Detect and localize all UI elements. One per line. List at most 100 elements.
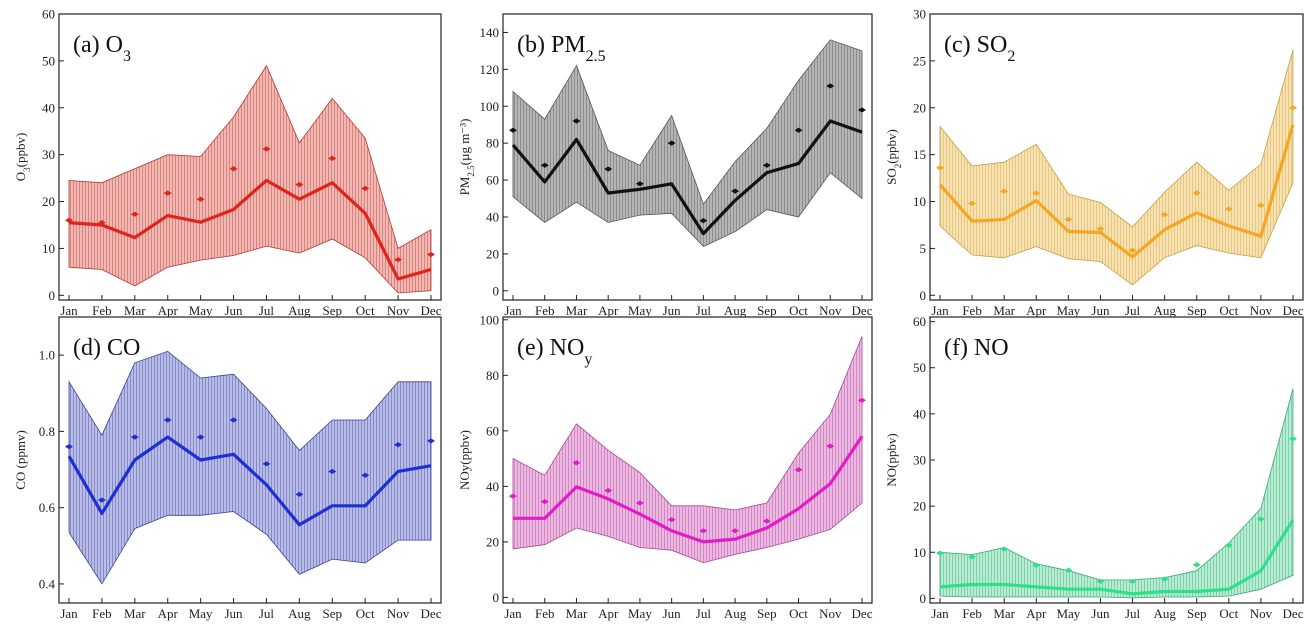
- data-point-marker: [394, 442, 403, 448]
- x-tick-label: May: [628, 303, 652, 318]
- data-point-marker: [762, 518, 771, 524]
- x-tick-label: Dec: [1283, 606, 1304, 621]
- x-tick-label: Apr: [598, 606, 619, 621]
- x-tick-label: Nov: [1250, 303, 1273, 318]
- x-tick-label: Jun: [1091, 303, 1110, 318]
- data-point-marker: [196, 196, 205, 202]
- x-tick-label: Nov: [819, 606, 842, 621]
- x-tick-label: Mar: [566, 606, 588, 621]
- y-axis-label: NO(ppbv): [884, 433, 899, 486]
- data-point-marker: [295, 491, 304, 497]
- data-point-marker: [1128, 247, 1137, 253]
- y-axis-label: NOy(ppbv): [457, 430, 472, 490]
- x-tick-label: Jul: [696, 606, 712, 621]
- x-tick-label: Dec: [852, 606, 873, 621]
- data-point-marker: [1224, 542, 1233, 548]
- data-point-marker: [163, 417, 172, 423]
- x-tick-label: Sep: [757, 606, 777, 621]
- y-tick-label: 40: [42, 100, 55, 115]
- y-tick-label: 30: [42, 147, 55, 162]
- data-point-marker: [794, 467, 803, 473]
- x-tick-label: Sep: [1187, 606, 1207, 621]
- data-point-marker: [604, 487, 613, 494]
- x-tick-label: Jan: [931, 303, 949, 318]
- data-point-marker: [699, 218, 708, 224]
- y-tick-label: 0.6: [39, 500, 56, 515]
- x-tick-label: Nov: [387, 303, 410, 318]
- x-tick-label: Jun: [663, 606, 682, 621]
- x-tick-label: Mar: [993, 606, 1015, 621]
- data-point-marker: [163, 190, 172, 196]
- y-tick-label: 0: [920, 288, 927, 303]
- data-point-marker: [968, 554, 977, 560]
- y-tick-label: 20: [913, 499, 926, 514]
- data-point-marker: [509, 127, 517, 133]
- x-tick-label: Oct: [356, 303, 375, 318]
- data-point-marker: [427, 438, 435, 444]
- mean-line-no: [939, 519, 1295, 596]
- panel-title: (a) O3: [73, 32, 131, 65]
- data-point-marker: [936, 550, 944, 556]
- panel-no: 0 10 20 30 40 50 60 Jan Feb Mar Apr May Jun Jul Aug Sep…: [884, 314, 1304, 621]
- data-point-marker: [1096, 226, 1105, 232]
- data-point-marker: [427, 251, 435, 258]
- mean-line-pm25: [511, 119, 863, 236]
- x-tick-label: Feb: [535, 606, 555, 621]
- data-point-marker: [826, 83, 835, 89]
- x-tick-label: Apr: [158, 303, 179, 318]
- data-point-marker: [97, 220, 106, 226]
- x-tick-label: Jul: [696, 303, 712, 318]
- data-point-marker: [97, 497, 106, 503]
- panel-title: (b) PM2.5: [517, 32, 606, 65]
- x-tick-label: Jan: [504, 606, 522, 621]
- data-point-marker: [328, 155, 337, 162]
- x-tick-label: Oct: [1219, 606, 1238, 621]
- y-tick-label: 10: [913, 545, 926, 560]
- y-tick-label: 20: [42, 194, 55, 209]
- range-band-so2: [939, 49, 1294, 286]
- y-tick-label: 0: [493, 283, 500, 298]
- plot-frame: [58, 13, 442, 301]
- y-tick-label: 30: [913, 7, 926, 22]
- y-tick-label: 0: [920, 591, 927, 606]
- data-point-marker: [1064, 567, 1073, 573]
- y-tick-label: 15: [913, 147, 926, 162]
- x-tick-label: Jun: [225, 303, 244, 318]
- y-tick-label: 30: [913, 453, 926, 468]
- x-tick-label: May: [189, 606, 213, 621]
- x-tick-label: Mar: [993, 303, 1015, 318]
- y-tick-label: 20: [486, 534, 499, 549]
- y-tick-label: 20: [486, 246, 499, 261]
- y-tick-label: 10: [913, 194, 926, 209]
- y-tick-label: 40: [486, 479, 499, 494]
- data-point-marker: [826, 443, 835, 449]
- data-point-marker: [229, 417, 238, 423]
- x-tick-label: Jul: [259, 303, 275, 318]
- y-tick-label: 60: [486, 423, 499, 438]
- y-tick-label: 0.8: [39, 424, 55, 439]
- y-tick-label: 0: [493, 590, 500, 605]
- y-axis-label: CO (ppmv): [13, 430, 28, 490]
- data-point-marker: [1000, 188, 1009, 194]
- data-point-marker: [572, 460, 581, 466]
- x-tick-label: Oct: [789, 303, 808, 318]
- data-point-marker: [196, 434, 205, 440]
- x-tick-label: Mar: [124, 303, 146, 318]
- range-band-noy: [512, 336, 863, 564]
- panel-title: (e) NOy: [517, 335, 592, 368]
- x-tick-label: Oct: [789, 606, 808, 621]
- data-point-marker: [1160, 212, 1169, 218]
- plot-frame: [502, 13, 873, 301]
- x-tick-label: Jan: [60, 303, 78, 318]
- range-band-no: [939, 388, 1294, 599]
- data-point-marker: [1096, 578, 1105, 584]
- x-tick-label: Nov: [1250, 606, 1273, 621]
- data-point-marker: [229, 166, 238, 172]
- data-point-marker: [731, 528, 740, 534]
- data-point-marker: [361, 472, 370, 478]
- data-point-marker: [731, 188, 740, 194]
- y-axis-label: SO2(ppbv): [884, 129, 903, 185]
- data-point-marker: [1128, 578, 1137, 584]
- y-tick-label: 0: [49, 288, 56, 303]
